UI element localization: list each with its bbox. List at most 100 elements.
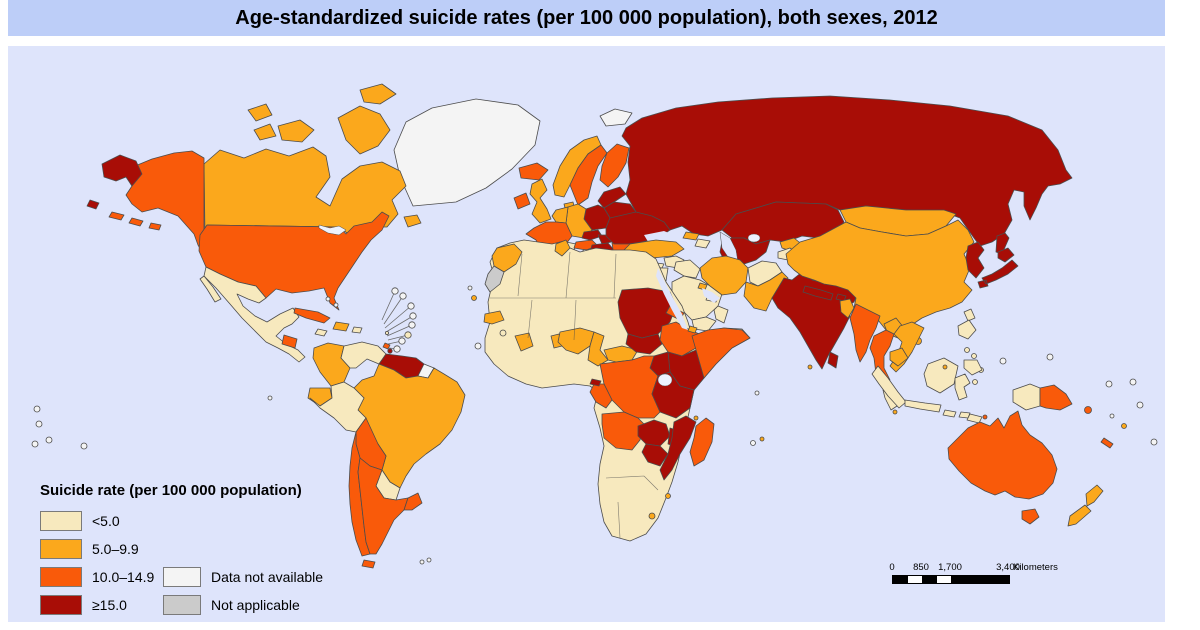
country-zambia bbox=[637, 419, 671, 447]
country-azerbaijan bbox=[694, 238, 711, 249]
scale-tick-850: 850 bbox=[913, 562, 929, 573]
country-nicaragua bbox=[281, 334, 298, 349]
island-bahamas-1 bbox=[325, 296, 331, 302]
country-mexico-central-america bbox=[203, 266, 306, 363]
island-visayas-2 bbox=[971, 353, 977, 359]
island-falklands-1 bbox=[419, 559, 425, 565]
island-falklands-2 bbox=[426, 557, 432, 563]
island-barbados bbox=[499, 329, 507, 337]
scale-bar-graphic bbox=[892, 575, 1010, 584]
country-zimbabwe bbox=[641, 443, 669, 467]
island-sw-pacific-3 bbox=[31, 440, 39, 448]
country-canada-baffin bbox=[337, 105, 391, 155]
country-svalbard bbox=[599, 108, 633, 127]
country-jamaica bbox=[314, 328, 328, 337]
island-sw-pacific-2 bbox=[35, 420, 43, 428]
island-java bbox=[904, 399, 942, 413]
island-fiji bbox=[1121, 423, 1127, 429]
island-tasmania bbox=[1021, 508, 1040, 525]
island-maldives bbox=[807, 364, 813, 370]
legend-row-lt5: <5.0 bbox=[40, 507, 400, 535]
country-russia-chukotka bbox=[86, 154, 143, 210]
country-japan bbox=[977, 247, 1019, 289]
country-cambodia bbox=[889, 347, 909, 367]
legend-swatch-lt5 bbox=[40, 511, 82, 531]
map-title: Age-standardized suicide rates (per 100 … bbox=[235, 6, 938, 29]
country-cuba bbox=[293, 307, 331, 324]
legend-label-10-14: 10.0–14.9 bbox=[92, 569, 155, 585]
country-canada-arctic-islands bbox=[247, 103, 277, 141]
world-map bbox=[8, 46, 1165, 622]
country-mozambique bbox=[659, 415, 697, 481]
country-congo-gabon bbox=[589, 383, 613, 409]
legend-rows: <5.0 5.0–9.9 10.0–14.9 ≥15.0 Data not av… bbox=[40, 507, 400, 619]
legend-label-gte15: ≥15.0 bbox=[92, 597, 127, 613]
country-mexico-baja bbox=[199, 275, 222, 303]
country-equatorial-guinea bbox=[589, 378, 602, 387]
leader-lines bbox=[381, 290, 414, 350]
island-trinidad bbox=[387, 348, 393, 354]
island-marker-caribbean-5 bbox=[408, 321, 416, 329]
island-cape-verde bbox=[474, 342, 482, 350]
island-borneo bbox=[923, 357, 959, 394]
scale-tick-0: 0 bbox=[889, 562, 895, 573]
scale-unit-label: Kilometers bbox=[1013, 562, 1058, 573]
country-tunisia bbox=[554, 239, 571, 257]
island-pacific-1 bbox=[999, 357, 1007, 365]
island-madeira bbox=[467, 285, 473, 291]
island-galapagos bbox=[267, 395, 273, 401]
island-new-caledonia bbox=[1100, 437, 1114, 449]
island-solomon bbox=[1084, 406, 1092, 414]
country-georgia bbox=[682, 231, 700, 241]
legend-row-10-14: 10.0–14.9 bbox=[40, 563, 400, 591]
legend-row-no-data: Data not available bbox=[163, 563, 323, 591]
country-myanmar bbox=[849, 303, 881, 363]
island-sumatra bbox=[871, 365, 907, 409]
caribbean-leader-lines bbox=[381, 287, 507, 354]
scale-bar: 0 850 1,700 3,400 Kilometers bbox=[889, 562, 1122, 588]
scale-seg-1 bbox=[893, 576, 908, 583]
island-grenada bbox=[382, 342, 391, 350]
island-sw-pacific-1 bbox=[33, 405, 41, 413]
map-area: Suicide rate (per 100 000 population) <5… bbox=[8, 46, 1165, 622]
legend-row-5-9: 5.0–9.9 bbox=[40, 535, 400, 563]
red-sea bbox=[656, 268, 688, 330]
persian-gulf bbox=[702, 288, 720, 303]
island-pacific-5 bbox=[1136, 401, 1144, 409]
country-south-sudan bbox=[625, 333, 663, 355]
country-canada-victoria-island bbox=[277, 119, 315, 143]
island-marker-caribbean-3 bbox=[407, 302, 415, 310]
country-senegal bbox=[483, 310, 505, 325]
island-sw-pacific-5 bbox=[80, 442, 88, 450]
country-lesotho bbox=[648, 512, 656, 520]
country-papua-new-guinea bbox=[1039, 384, 1073, 411]
scale-seg-5 bbox=[951, 576, 1009, 583]
country-greenland bbox=[393, 98, 541, 207]
country-venezuela bbox=[340, 341, 387, 369]
country-swaziland bbox=[665, 493, 671, 499]
country-sri-lanka bbox=[827, 351, 839, 369]
scale-seg-2 bbox=[907, 576, 922, 583]
island-marker-caribbean-1 bbox=[391, 287, 399, 295]
island-bahamas-2 bbox=[333, 302, 339, 308]
country-canada-newfoundland bbox=[403, 214, 422, 228]
country-philippines bbox=[957, 319, 983, 376]
country-russia bbox=[621, 95, 1073, 247]
island-canary bbox=[471, 295, 477, 301]
country-morocco bbox=[491, 243, 523, 273]
island-pacific-3 bbox=[1105, 380, 1113, 388]
country-colombia bbox=[312, 342, 351, 387]
country-czechia bbox=[581, 229, 603, 241]
country-argentina bbox=[357, 457, 409, 555]
island-marker-caribbean-4 bbox=[409, 312, 417, 320]
country-djibouti bbox=[687, 325, 698, 334]
country-finland bbox=[599, 143, 630, 188]
city-state-singapore bbox=[892, 409, 898, 415]
legend-swatch-5-9 bbox=[40, 539, 82, 559]
scale-seg-4 bbox=[936, 576, 951, 583]
country-angola bbox=[601, 411, 645, 451]
legend-label-no-data: Data not available bbox=[211, 569, 324, 585]
country-korea bbox=[965, 241, 985, 279]
country-iraq bbox=[673, 259, 701, 279]
island-pacific-6 bbox=[1150, 438, 1158, 446]
